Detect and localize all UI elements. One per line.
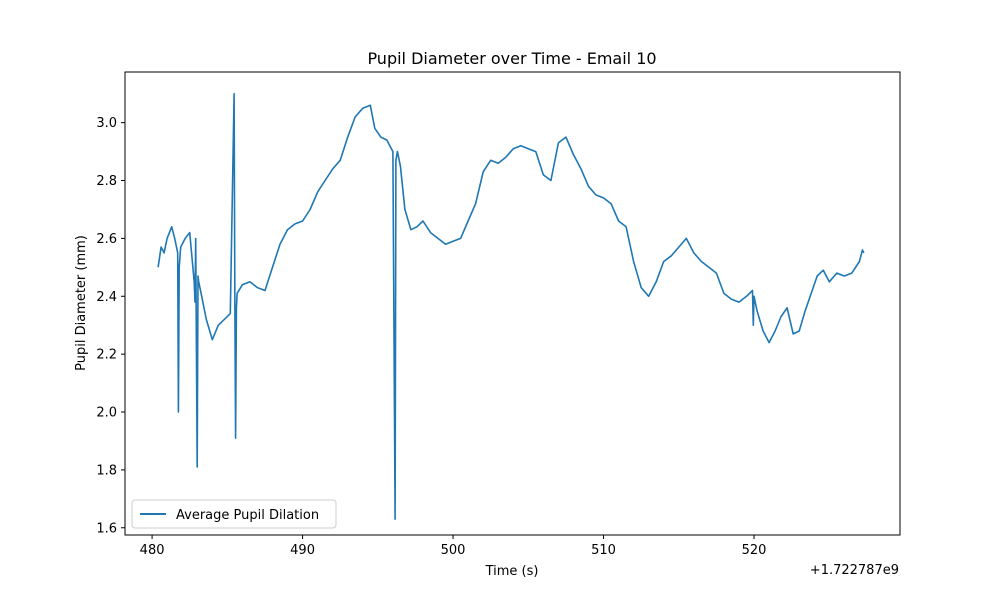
y-tick-label: 1.6 — [96, 521, 117, 536]
series-line-average-pupil-dilation — [157, 92, 865, 520]
y-tick-label: 1.8 — [96, 463, 117, 478]
x-axis: 480 490 500 510 520 — [140, 535, 767, 558]
plot-area: 480 490 500 510 520 1.6 1.8 2.0 2.2 2.4 2.6 2.8 3.0 — [96, 71, 901, 558]
data-layer — [157, 92, 865, 520]
y-axis: 1.6 1.8 2.0 2.2 2.4 2.6 2.8 3.0 — [96, 116, 125, 536]
x-tick-label: 480 — [140, 543, 165, 558]
legend-box — [131, 499, 337, 529]
y-axis-label: Pupil Diameter (mm) — [74, 235, 89, 371]
y-tick-label: 3.0 — [96, 116, 117, 131]
x-tick-label: 500 — [441, 543, 466, 558]
x-tick-label: 510 — [591, 543, 616, 558]
x-axis-offset-label: +1.722787e9 — [810, 563, 899, 578]
y-tick-label: 2.6 — [96, 232, 117, 247]
x-axis-label: Time (s) — [485, 564, 539, 579]
axes-frame — [124, 71, 901, 536]
x-tick-label: 520 — [742, 543, 767, 558]
y-tick-label: 2.4 — [96, 290, 117, 305]
legend: Average Pupil Dilation — [131, 499, 337, 529]
x-tick-label: 490 — [290, 543, 315, 558]
legend-label: Average Pupil Dilation — [176, 508, 319, 523]
y-tick-label: 2.8 — [96, 174, 117, 189]
y-tick-label: 2.2 — [96, 348, 117, 363]
y-tick-label: 2.0 — [96, 406, 117, 421]
chart-title: Pupil Diameter over Time - Email 10 — [367, 49, 656, 68]
